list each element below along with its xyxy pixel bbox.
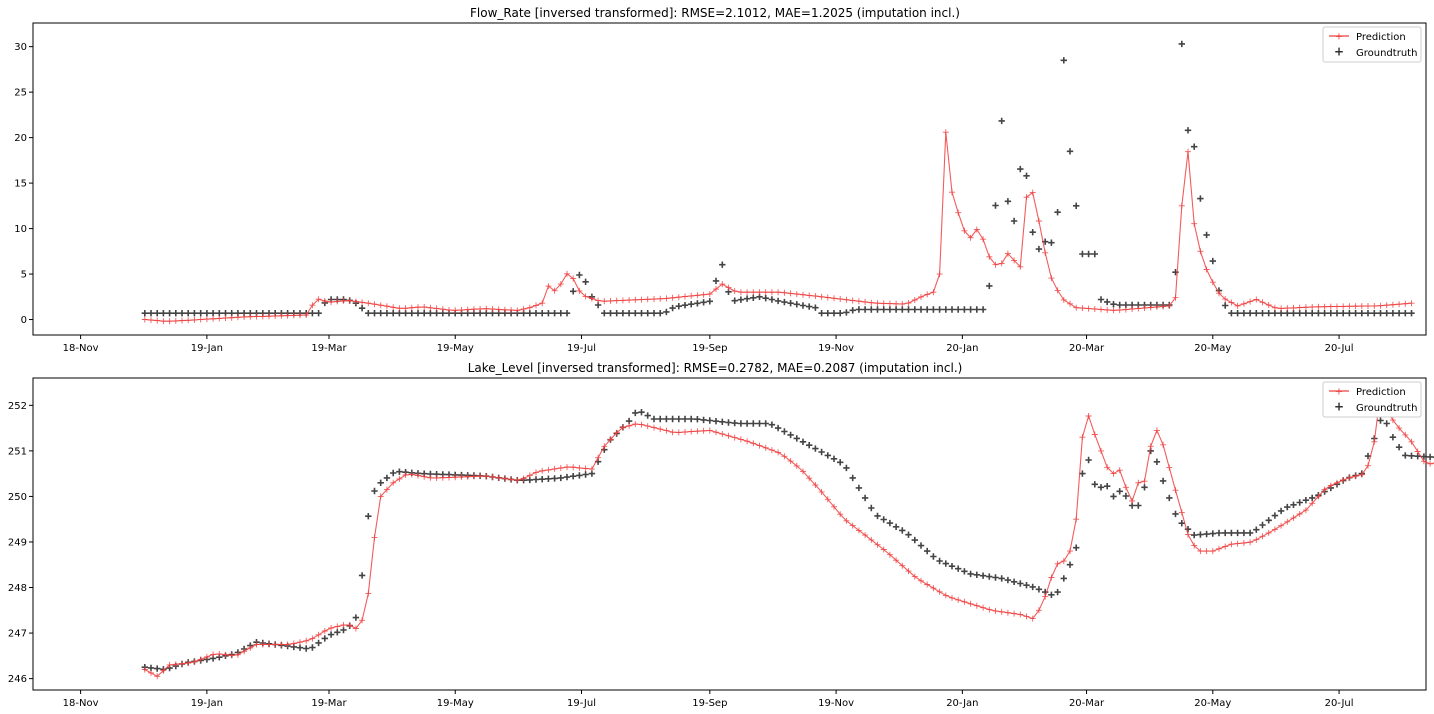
x-tick-label: 19-Jan <box>191 343 223 354</box>
y-tick-label: 248 <box>8 583 27 594</box>
y-tick-label: 10 <box>14 224 27 235</box>
y-tick-label: 246 <box>8 674 27 685</box>
y-tick-label: 249 <box>8 537 27 548</box>
groundtruth-markers <box>141 40 1415 317</box>
x-tick-label: 20-Mar <box>1069 343 1105 354</box>
legend-prediction-plus-icon: + <box>1335 387 1343 398</box>
x-tick-label: 20-Jul <box>1325 343 1354 354</box>
x-tick-label: 18-Nov <box>63 343 99 354</box>
legend-groundtruth-plus-icon: + <box>1334 400 1344 414</box>
x-tick-label: 19-May <box>437 343 474 354</box>
x-tick-label: 19-Jan <box>191 698 223 709</box>
lake-level-plot-frame <box>32 377 1427 691</box>
flow-rate-title: Flow_Rate [inversed transformed]: RMSE=2… <box>470 6 960 20</box>
y-tick-label: 0 <box>21 315 27 326</box>
x-tick-label: 19-May <box>437 698 474 709</box>
x-tick-label: 20-Jan <box>946 343 978 354</box>
y-tick-label: 250 <box>8 492 27 503</box>
x-tick-label: 20-May <box>1194 343 1231 354</box>
lake-level-title: Lake_Level [inversed transformed]: RMSE=… <box>468 361 963 375</box>
y-tick-label: 30 <box>14 42 27 53</box>
lake-level-legend: + Prediction + Groundtruth <box>1322 381 1422 418</box>
flow-rate-prediction-series <box>141 129 1415 325</box>
x-tick-label: 20-Jan <box>946 698 978 709</box>
legend-prediction-plus-icon: + <box>1335 32 1343 43</box>
legend-groundtruth-label: Groundtruth <box>1356 403 1417 414</box>
lake-level-panel: Lake_Level [inversed transformed]: RMSE=… <box>8 361 1434 709</box>
prediction-markers <box>141 129 1415 325</box>
x-tick-label: 20-Jul <box>1325 698 1354 709</box>
lake-level-axis-ticks: 18-Nov 19-Jan 19-Mar 19-May 19-Jul 19-Sep 19-N… <box>8 401 1354 709</box>
flow-rate-panel: Flow_Rate [inversed transformed]: RMSE=2… <box>14 6 1427 354</box>
y-tick-label: 251 <box>8 446 27 457</box>
legend-prediction-label: Prediction <box>1356 32 1406 43</box>
flow-rate-groundtruth-series <box>141 40 1415 317</box>
x-tick-label: 19-Nov <box>818 343 854 354</box>
x-tick-label: 20-Mar <box>1069 698 1105 709</box>
lake-level-groundtruth-series <box>141 409 1434 673</box>
y-tick-label: 15 <box>14 179 27 190</box>
x-tick-label: 19-Mar <box>311 698 347 709</box>
flow-rate-legend: + Prediction + Groundtruth <box>1322 26 1422 63</box>
x-tick-label: 19-Mar <box>311 343 347 354</box>
y-tick-label: 5 <box>21 270 27 281</box>
x-tick-label: 19-Sep <box>692 698 727 709</box>
x-tick-label: 19-Sep <box>692 343 727 354</box>
x-tick-label: 20-May <box>1194 698 1231 709</box>
y-tick-label: 25 <box>14 88 27 99</box>
legend-groundtruth-label: Groundtruth <box>1356 48 1417 59</box>
lake-level-prediction-series <box>141 389 1434 680</box>
x-tick-label: 19-Jul <box>567 343 596 354</box>
x-tick-label: 19-Jul <box>567 698 596 709</box>
prediction-markers <box>141 389 1434 680</box>
groundtruth-markers <box>141 409 1434 673</box>
x-tick-label: 18-Nov <box>63 698 99 709</box>
flow-rate-axis-ticks: 18-Nov 19-Jan 19-Mar 19-May 19-Jul 19-Sep 19-N… <box>14 42 1353 354</box>
legend-groundtruth-plus-icon: + <box>1334 45 1344 59</box>
y-tick-label: 247 <box>8 629 27 640</box>
legend-prediction-label: Prediction <box>1356 387 1406 398</box>
flow-rate-plot-frame <box>32 22 1427 336</box>
y-tick-label: 20 <box>14 133 27 144</box>
y-tick-label: 252 <box>8 401 27 412</box>
x-tick-label: 19-Nov <box>818 698 854 709</box>
